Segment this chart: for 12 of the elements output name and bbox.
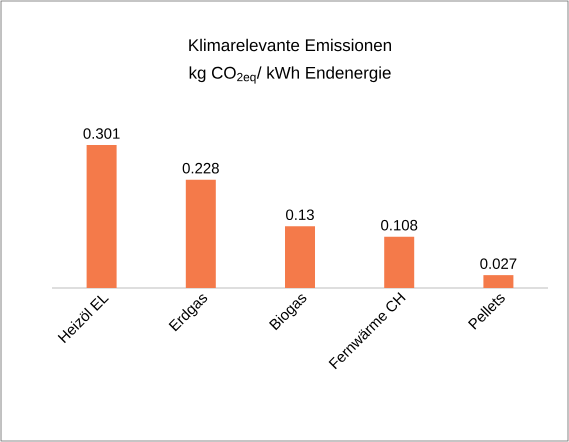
data-label: 0.108 bbox=[381, 220, 418, 230]
bar bbox=[86, 145, 117, 288]
chart-subtitle: kg CO$_{2eq}$/ kWh Endenergie bbox=[190, 66, 391, 84]
data-label: 0.13 bbox=[286, 209, 314, 220]
bar bbox=[483, 275, 514, 288]
bar bbox=[186, 180, 216, 288]
chart-title: Klimarelevante Emissionen bbox=[189, 38, 391, 52]
bar bbox=[285, 226, 316, 288]
bar bbox=[384, 236, 414, 288]
data-label: 0.228 bbox=[182, 162, 219, 174]
data-label: 0.027 bbox=[480, 258, 516, 269]
data-label: 0.301 bbox=[83, 128, 120, 139]
